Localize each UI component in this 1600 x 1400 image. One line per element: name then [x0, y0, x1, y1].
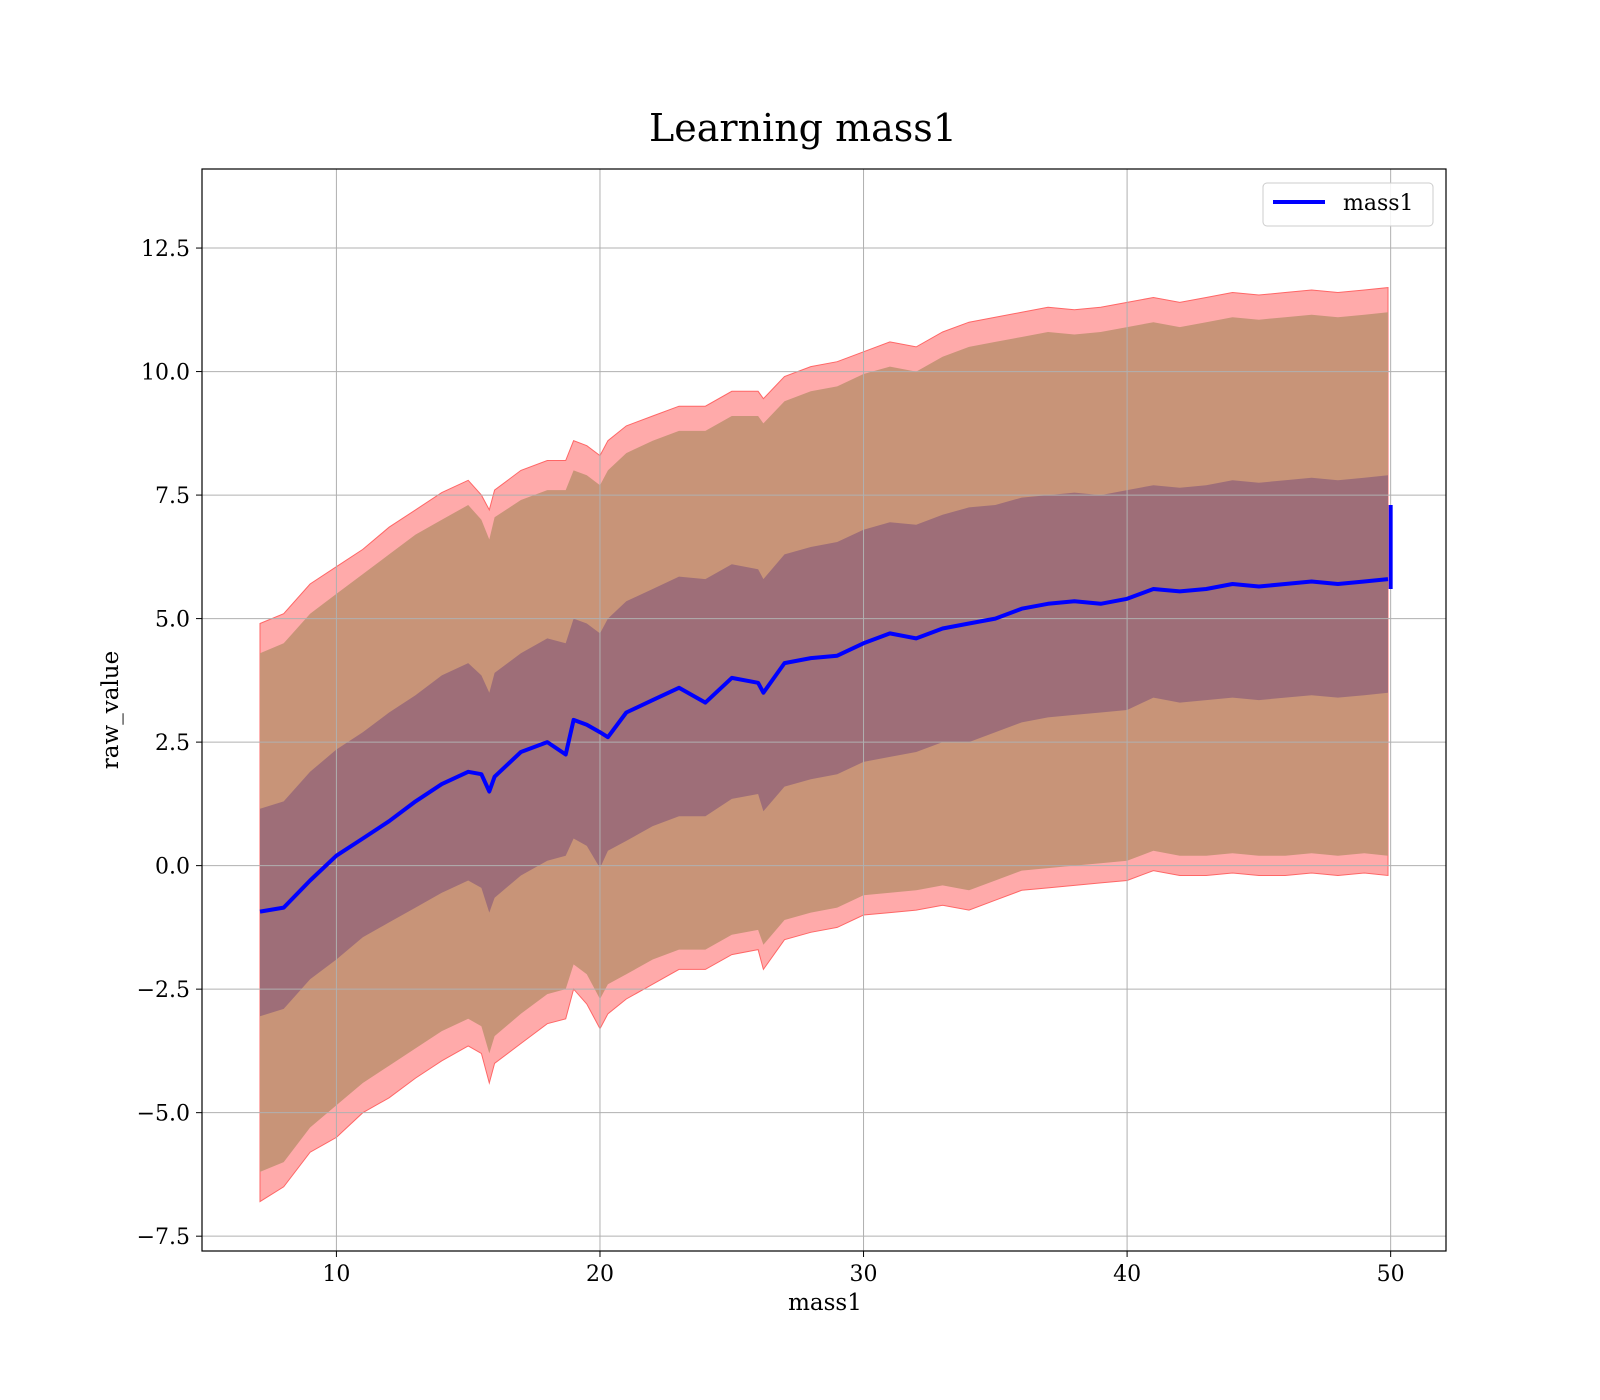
mean-series: [259, 504, 1393, 914]
y-axis-title: raw_value: [98, 651, 124, 769]
plot-area-frame: [201, 168, 1447, 1252]
legend-box: [1262, 182, 1434, 227]
y-tick-label-2: −2.5: [137, 978, 190, 1003]
x-tick-label-1: 20: [586, 1262, 614, 1287]
y-tick-label-7: 10.0: [141, 361, 190, 386]
band-1sigma: [260, 475, 1388, 1017]
y-tick-label-1: −5.0: [137, 1102, 190, 1127]
x-tick-label-2: 30: [850, 1262, 878, 1287]
chart-title: Learning mass1: [649, 106, 957, 150]
legend-label-mass1: mass1: [1343, 191, 1414, 216]
x-axis-title: mass1: [788, 1290, 862, 1316]
legend: mass1: [1262, 182, 1434, 227]
axis-ticks: 10 20 30 40 50 −7.5 −5.0 −2.5 0.0 2.5 5.0 7.5 10.0 12…: [137, 237, 1405, 1287]
x-tick-label-3: 40: [1113, 1262, 1141, 1287]
grid-lines: [202, 169, 1446, 1251]
y-tick-label-6: 7.5: [155, 484, 190, 509]
y-tick-label-8: 12.5: [141, 237, 190, 262]
series-line-mass1: [259, 577, 1389, 914]
y-tick-label-3: 0.0: [155, 855, 190, 880]
y-tick-label-0: −7.5: [137, 1225, 190, 1250]
y-tick-label-5: 5.0: [155, 608, 190, 633]
y-tick-label-4: 2.5: [155, 731, 190, 756]
x-tick-label-4: 50: [1377, 1262, 1405, 1287]
x-tick-label-0: 10: [322, 1262, 350, 1287]
